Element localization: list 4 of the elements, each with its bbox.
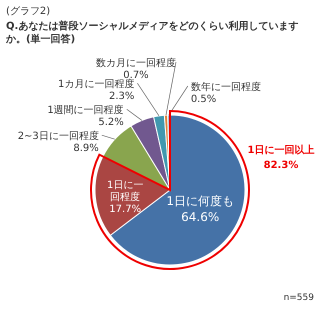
annotation: n=559 bbox=[284, 293, 314, 303]
title: (グラフ2) bbox=[6, 6, 50, 17]
annotation: 1日に一回以上 82.3% bbox=[248, 145, 314, 171]
subtitle: Q.あなたは普段ソーシャルメディアをどのくらい利用していますか。(単一回答) bbox=[6, 21, 298, 45]
